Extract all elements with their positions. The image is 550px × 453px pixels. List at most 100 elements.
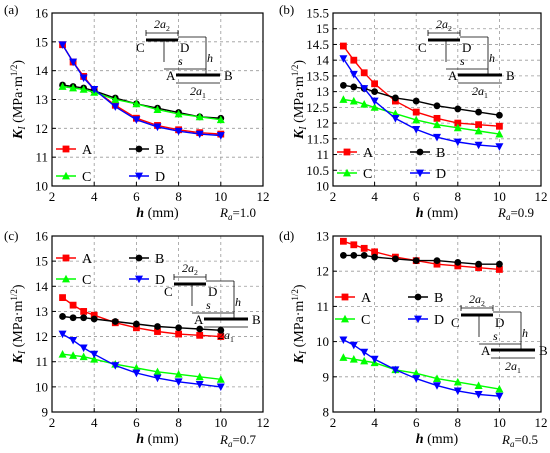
series-d (339, 336, 504, 401)
x-tick-label: 6 (413, 189, 420, 204)
data-point (59, 313, 66, 320)
inset-point-a: A (481, 343, 491, 358)
legend-label: B (436, 146, 445, 161)
y-tick-label: 13 (316, 84, 329, 99)
inset-point-b: B (224, 68, 233, 83)
x-tick-label: 2 (49, 189, 56, 204)
inset-label-h: h (489, 51, 495, 65)
y-tick-label: 12 (35, 329, 48, 344)
y-axis-label: KI (MPa·m1/2) (9, 284, 28, 364)
data-point (216, 383, 225, 392)
data-point (339, 55, 348, 63)
x-tick-label: 10 (493, 189, 506, 204)
inset-point-c: C (451, 315, 460, 330)
data-point (80, 314, 88, 322)
data-point (454, 119, 462, 127)
legend-marker (62, 171, 70, 180)
inset-point-d: D (495, 315, 504, 330)
data-point (340, 81, 347, 89)
data-point (475, 108, 482, 116)
y-axis-label: KI (MPa·m1/2) (290, 284, 309, 364)
data-point (433, 102, 441, 110)
legend-label: B (434, 291, 443, 306)
data-point (79, 74, 88, 83)
data-point (133, 324, 140, 332)
inset-label-s: s (493, 329, 498, 343)
data-point (195, 112, 204, 121)
data-point (195, 380, 204, 389)
panel-label: (c) (4, 228, 18, 243)
plot-frame (332, 12, 542, 187)
data-point (154, 328, 161, 335)
data-point (153, 374, 162, 383)
x-tick-label: 8 (175, 415, 182, 430)
data-point (412, 369, 421, 377)
data-point (90, 350, 99, 359)
data-point (360, 348, 369, 357)
inset-point-a: A (194, 312, 204, 327)
data-point (196, 325, 204, 333)
y-tick-label: 10 (316, 334, 329, 349)
data-point (391, 114, 400, 123)
y-tick-label: 13 (35, 92, 48, 107)
inset-label-s: s (178, 54, 183, 68)
data-point (111, 103, 120, 111)
data-point (339, 353, 348, 361)
inset-label-2a2: 2a2 (154, 17, 170, 33)
data-point (58, 330, 67, 339)
inset-point-c: C (164, 284, 173, 299)
inset-point-c: C (136, 40, 145, 55)
data-point (349, 96, 358, 105)
data-point (350, 83, 358, 91)
legend-label: D (436, 167, 446, 182)
x-axis-label: h (mm) (416, 206, 459, 221)
data-point (371, 88, 378, 96)
data-point (495, 143, 504, 151)
data-point (360, 244, 368, 252)
x-tick-label: 4 (371, 189, 378, 204)
data-point (133, 320, 140, 328)
series-line (343, 240, 500, 271)
y-tick-label: 14 (316, 53, 330, 68)
series-c (58, 349, 225, 383)
plot-frame (332, 235, 542, 413)
x-tick-label: 2 (330, 189, 337, 204)
x-tick-label: 6 (133, 415, 140, 430)
y-tick-label: 10 (35, 379, 48, 394)
inset-label-2a1: 2a1 (472, 84, 488, 100)
data-point (433, 260, 441, 268)
inset-point-d: D (180, 40, 189, 55)
x-axis-label: h (mm) (136, 206, 179, 221)
x-tick-label: 6 (413, 415, 420, 430)
y-tick-label: 12 (316, 116, 329, 131)
legend-label: C (82, 170, 91, 185)
series-a (340, 42, 503, 130)
legend-label: C (82, 273, 91, 288)
data-point (392, 94, 399, 102)
inset-label-2a2: 2a2 (469, 292, 485, 308)
y-tick-label: 9 (42, 405, 49, 420)
inset-point-d: D (208, 284, 217, 299)
ratio-annotation: Ra=1.0 (219, 205, 256, 222)
series-b (59, 313, 225, 334)
legend: A B C D (56, 143, 165, 185)
data-point (454, 259, 462, 266)
data-point (216, 115, 225, 124)
data-point (69, 83, 78, 92)
data-point (371, 80, 378, 88)
data-point (80, 308, 88, 315)
data-point (340, 42, 347, 50)
inset-point-a: A (166, 68, 176, 83)
series-line (343, 254, 500, 265)
legend-marker (62, 145, 70, 153)
series-line (342, 58, 500, 148)
data-point (475, 260, 482, 268)
series-c (339, 353, 504, 393)
legend: A B C D (56, 252, 165, 288)
chart-panel: 2 4 6 8 10 12 8 9 10 11 12 13 (d) h (mm) KI (MPa·m1/2)… (279, 228, 548, 449)
data-point (475, 264, 482, 272)
legend-marker (135, 254, 143, 262)
x-tick-label: 2 (330, 415, 337, 430)
data-point (195, 372, 204, 381)
